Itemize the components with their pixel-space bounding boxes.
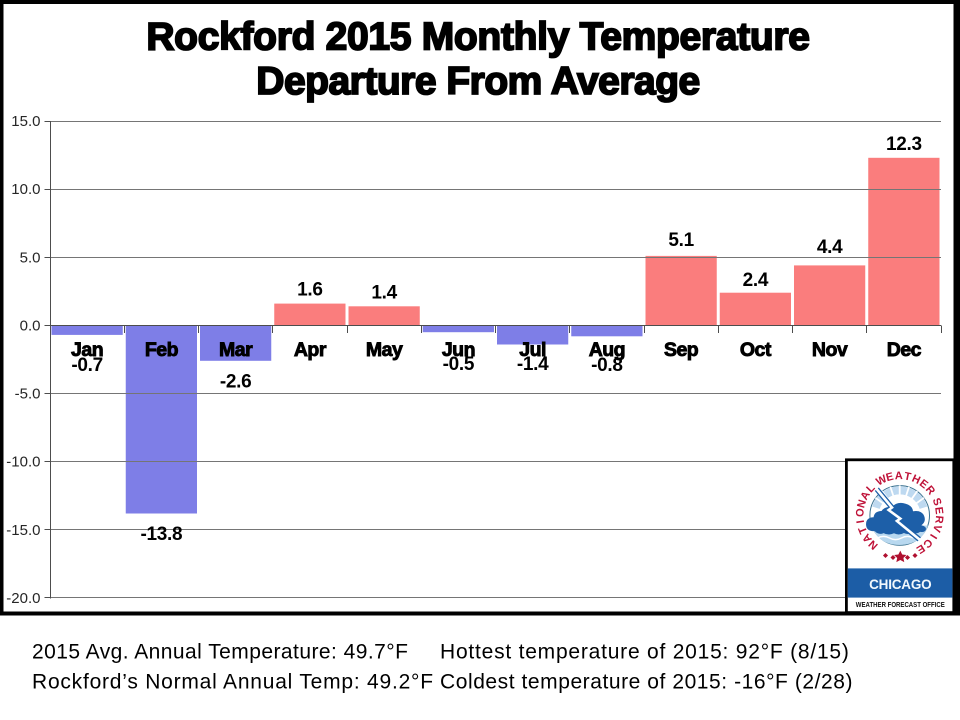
svg-text:-20.0: -20.0: [6, 590, 40, 607]
svg-text:Mar: Mar: [219, 339, 253, 361]
svg-text:E: E: [932, 506, 945, 515]
svg-text:12.3: 12.3: [886, 134, 922, 155]
svg-text:-0.8: -0.8: [591, 355, 623, 376]
svg-text:I: I: [855, 519, 867, 524]
svg-text:-0.5: -0.5: [443, 354, 475, 375]
svg-text:-2.6: -2.6: [220, 372, 252, 393]
svg-text:Apr: Apr: [294, 339, 327, 361]
svg-text:Nov: Nov: [812, 339, 848, 361]
svg-text:5.1: 5.1: [668, 230, 694, 251]
svg-text:-1.4: -1.4: [517, 354, 549, 375]
svg-text:O: O: [854, 508, 867, 518]
svg-text:Feb: Feb: [145, 339, 179, 361]
svg-text:2.4: 2.4: [743, 270, 769, 291]
svg-text:-15.0: -15.0: [6, 522, 40, 539]
svg-text:CHICAGO: CHICAGO: [869, 577, 931, 592]
svg-text:-0.7: -0.7: [71, 355, 103, 376]
svg-text:Departure From Average: Departure From Average: [256, 60, 699, 103]
svg-text:10.0: 10.0: [11, 181, 40, 198]
svg-text:R: R: [932, 515, 945, 524]
svg-text:5.0: 5.0: [20, 249, 41, 266]
svg-text:Jan: Jan: [71, 339, 103, 361]
svg-text:May: May: [366, 339, 403, 361]
svg-text:E: E: [885, 471, 895, 484]
svg-text:-5.0: -5.0: [15, 386, 41, 403]
svg-text:V: V: [930, 523, 944, 534]
svg-text:WEATHER FORECAST OFFICE: WEATHER FORECAST OFFICE: [856, 600, 945, 609]
svg-text:Coldest temperature of 2015: -: Coldest temperature of 2015: -16°F (2/28…: [440, 671, 853, 694]
svg-text:T: T: [856, 525, 870, 536]
svg-text:-13.8: -13.8: [140, 524, 182, 545]
svg-text:Rockford 2015 Monthly Temperat: Rockford 2015 Monthly Temperature: [146, 15, 809, 58]
svg-text:N: N: [855, 498, 869, 509]
svg-text:Jul: Jul: [519, 339, 546, 361]
svg-text:Hottest temperature of 2015: 9: Hottest temperature of 2015: 92°F (8/15): [440, 641, 850, 664]
svg-text:2015 Avg. Annual Temperature:: 2015 Avg. Annual Temperature: 49.7°F: [32, 641, 408, 664]
svg-text:0.0: 0.0: [20, 317, 41, 334]
svg-text:1.4: 1.4: [371, 282, 397, 303]
svg-text:1.6: 1.6: [297, 280, 323, 301]
svg-text:Sep: Sep: [664, 339, 699, 361]
svg-text:15.0: 15.0: [11, 113, 40, 130]
svg-text:A: A: [895, 470, 903, 482]
svg-text:I: I: [927, 532, 939, 541]
svg-text:S: S: [930, 496, 944, 507]
svg-text:Oct: Oct: [740, 339, 772, 361]
svg-text:4.4: 4.4: [817, 237, 843, 258]
svg-text:-10.0: -10.0: [6, 454, 40, 471]
svg-text:Jun: Jun: [442, 339, 475, 361]
svg-text:Dec: Dec: [887, 339, 922, 361]
svg-text:Aug: Aug: [589, 339, 625, 361]
svg-text:Rockford’s Normal Annual Temp:: Rockford’s Normal Annual Temp: 49.2°F: [32, 671, 434, 694]
svg-text:T: T: [903, 470, 912, 483]
